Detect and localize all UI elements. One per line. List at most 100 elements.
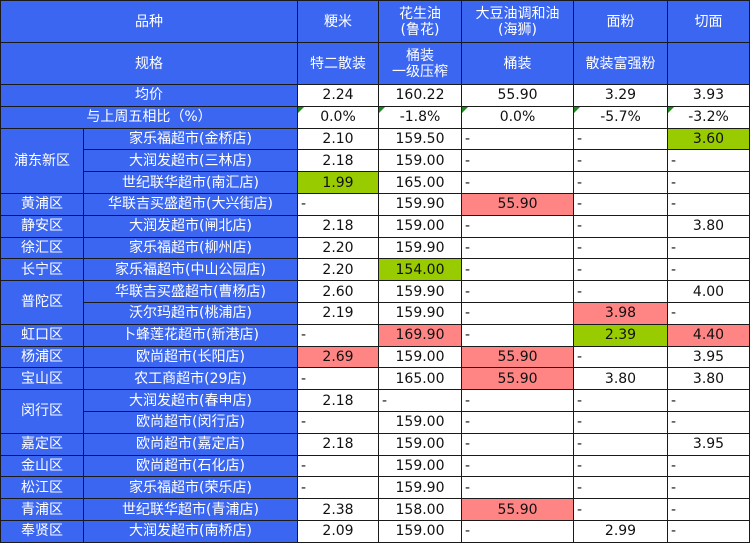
price-cell: 159.90 bbox=[378, 280, 462, 303]
column-header: 面粉 bbox=[573, 0, 668, 43]
price-cell: 159.90 bbox=[378, 301, 462, 325]
price-cell: - bbox=[297, 476, 379, 500]
price-cell: - bbox=[667, 410, 750, 434]
district-cell: 嘉定区 bbox=[0, 432, 84, 456]
table-row: 欧尚超市(闵行店) -159.00- - - bbox=[1, 410, 750, 434]
price-cell: 159.90 bbox=[378, 236, 462, 260]
table-row: 浦东新区 家乐福超市(金桥店) 2.10 159.50- -3.60 bbox=[0, 127, 750, 194]
price-cell: - bbox=[573, 214, 668, 238]
price-cell: 159.00 bbox=[378, 345, 462, 369]
change-value: -3.2% bbox=[667, 105, 750, 129]
price-cell: 2.39 bbox=[573, 323, 668, 347]
price-cell: - bbox=[461, 389, 574, 412]
price-cell: 2.18 bbox=[297, 432, 379, 456]
price-cell: 159.00 bbox=[378, 454, 462, 478]
price-cell: - bbox=[461, 149, 574, 173]
district-cell: 宝山区 bbox=[0, 367, 84, 391]
price-cell: - bbox=[573, 171, 668, 194]
price-cell: - bbox=[461, 258, 574, 282]
column-header: 切面 bbox=[667, 0, 750, 43]
price-cell: - bbox=[297, 192, 379, 216]
store-cell: 华联吉买盛超市(大兴街店) bbox=[83, 192, 298, 216]
price-cell: 2.20 bbox=[297, 236, 379, 260]
price-cell: 1.99 bbox=[297, 171, 379, 194]
change-value: 0.0% bbox=[297, 105, 379, 129]
price-cell: - bbox=[667, 192, 750, 216]
price-cell: 2.18 bbox=[297, 149, 379, 173]
average-value: 3.93 bbox=[667, 84, 750, 107]
change-label: 与上周五相比（%） bbox=[0, 105, 298, 129]
average-value: 55.90 bbox=[461, 84, 574, 107]
district-cell: 静安区 bbox=[0, 214, 84, 238]
column-spec: 桶装 一级压榨 bbox=[378, 42, 462, 85]
district-cell: 黄浦区 bbox=[0, 192, 84, 216]
price-cell: 3.95 bbox=[667, 345, 750, 369]
price-cell: 2.18 bbox=[297, 214, 379, 238]
store-cell: 世纪联华超市(南汇店) bbox=[83, 171, 298, 194]
table-row: 普陀区 华联吉买盛超市(曹杨店) 2.60 159.90- -4.00 bbox=[0, 280, 750, 325]
spec-header: 规格 bbox=[0, 42, 298, 85]
table-row: 黄浦区 华联吉买盛超市(大兴街店) -159.90 55.90- - bbox=[0, 192, 750, 216]
price-cell: 159.50 bbox=[378, 127, 462, 151]
price-cell: - bbox=[461, 171, 574, 194]
column-spec: 桶装 bbox=[461, 42, 574, 85]
store-cell: 欧尚超市(闵行店) bbox=[83, 410, 298, 434]
price-cell: - bbox=[461, 410, 574, 434]
store-cell: 家乐福超市(金桥店) bbox=[83, 127, 298, 151]
district-cell: 松江区 bbox=[0, 476, 84, 500]
price-cell: - bbox=[573, 127, 668, 151]
price-cell: 3.80 bbox=[573, 367, 668, 391]
price-cell: - bbox=[461, 127, 574, 151]
store-cell: 大润发超市(南桥店) bbox=[83, 519, 298, 543]
change-row: 与上周五相比（%） 0.0% -1.8% 0.0% -5.7% -3.2% bbox=[0, 105, 750, 129]
price-cell: - bbox=[461, 519, 574, 543]
store-cell: 卜蜂莲花超市(新港店) bbox=[83, 323, 298, 347]
price-cell: - bbox=[667, 519, 750, 543]
header-row-spec: 规格 特二散装 桶装 一级压榨 桶装 散装富强粉 bbox=[0, 42, 750, 85]
price-cell: - bbox=[667, 258, 750, 282]
price-cell: 165.00 bbox=[378, 367, 462, 391]
district-cell: 杨浦区 bbox=[0, 345, 84, 369]
price-cell: 55.90 bbox=[461, 192, 574, 216]
table-row: 青浦区 世纪联华超市(青浦店) 2.38 158.00 55.90- - bbox=[0, 498, 750, 521]
table-row: 金山区 欧尚超市(石化店) -159.00- - - bbox=[0, 454, 750, 478]
table-row: 奉贤区 大润发超市(南桥店) 2.09 159.00-2.99- bbox=[0, 519, 750, 543]
price-cell: 3.80 bbox=[667, 214, 750, 238]
store-cell: 大润发超市(闸北店) bbox=[83, 214, 298, 238]
price-cell: - bbox=[573, 236, 668, 260]
change-value: -1.8% bbox=[378, 105, 462, 129]
header-row-variety: 品种 粳米 花生油 (鲁花) 大豆油调和油 (海狮) 面粉 切面 bbox=[0, 0, 750, 43]
price-cell: 165.00 bbox=[378, 171, 462, 194]
store-cell: 大润发超市(春申店) bbox=[83, 389, 298, 412]
price-cell: 154.00 bbox=[378, 258, 462, 282]
district-cell: 闵行区 bbox=[0, 389, 84, 434]
price-cell: - bbox=[667, 389, 750, 412]
price-cell: 3.95 bbox=[667, 432, 750, 456]
price-cell: - bbox=[573, 192, 668, 216]
table-row: 徐汇区 家乐福超市(柳州店) 2.20 159.90- - - bbox=[0, 236, 750, 260]
price-cell: - bbox=[667, 454, 750, 478]
price-cell: - bbox=[461, 432, 574, 456]
price-cell: - bbox=[573, 280, 668, 303]
store-cell: 欧尚超市(嘉定店) bbox=[83, 432, 298, 456]
table-row: 世纪联华超市(南汇店) 1.99 165.00- - - bbox=[1, 171, 750, 194]
price-cell: - bbox=[573, 476, 668, 500]
district-cell: 青浦区 bbox=[0, 498, 84, 521]
price-cell: - bbox=[378, 389, 462, 412]
price-cell: - bbox=[667, 236, 750, 260]
price-cell: - bbox=[667, 149, 750, 173]
price-cell: 159.00 bbox=[378, 519, 462, 543]
price-cell: - bbox=[461, 476, 574, 500]
table-row: 虹口区 卜蜂莲花超市(新港店) -169.90-2.39 4.40 bbox=[0, 323, 750, 347]
store-cell: 家乐福超市(中山公园店) bbox=[83, 258, 298, 282]
price-cell: 2.69 bbox=[297, 345, 379, 369]
table-row: 沃尔玛超市(桃浦店) 2.19 159.90-3.98- bbox=[1, 301, 750, 325]
price-cell: - bbox=[667, 476, 750, 500]
price-cell: 55.90 bbox=[461, 498, 574, 521]
average-label: 均价 bbox=[0, 84, 298, 107]
price-cell: - bbox=[461, 454, 574, 478]
price-cell: - bbox=[573, 258, 668, 282]
table-row: 松江区 家乐福超市(荣乐店) -159.90- - - bbox=[0, 476, 750, 500]
price-cell: 2.09 bbox=[297, 519, 379, 543]
